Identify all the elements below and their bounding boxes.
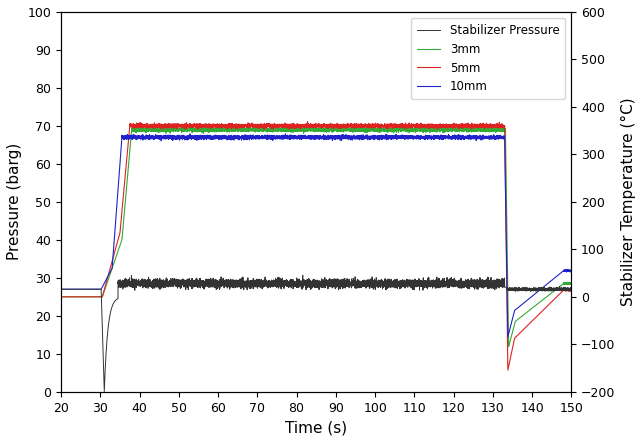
3mm [83,294,91,300]
Stabilizer Pressure [83,286,91,292]
Stabilizer Pressure [463,280,471,286]
Stabilizer Pressure [359,279,367,284]
10mm [435,134,443,140]
Legend: Stabilizer Pressure, 3mm, 5mm, 10mm: Stabilizer Pressure, 3mm, 5mm, 10mm [411,18,565,99]
3mm [400,124,408,129]
10mm [57,286,65,292]
10mm [359,132,367,137]
3mm [435,126,443,131]
Line: 5mm: 5mm [61,122,572,370]
5mm [504,367,512,373]
10mm [381,134,389,139]
10mm [282,131,289,137]
5mm [435,123,443,129]
Stabilizer Pressure [57,286,65,292]
Line: 3mm: 3mm [61,126,572,347]
10mm [463,134,471,140]
5mm [303,119,311,124]
10mm [504,334,512,339]
5mm [568,287,575,293]
3mm [242,126,249,132]
10mm [568,268,575,273]
Y-axis label: Pressure (barg): Pressure (barg) [7,143,22,260]
5mm [242,123,249,129]
Stabilizer Pressure [242,285,249,290]
3mm [359,126,367,132]
5mm [57,294,65,300]
Line: 10mm: 10mm [61,134,572,337]
5mm [83,294,91,300]
Stabilizer Pressure [381,280,389,286]
Line: Stabilizer Pressure: Stabilizer Pressure [61,275,572,392]
Stabilizer Pressure [568,286,575,291]
3mm [568,282,575,287]
Stabilizer Pressure [436,280,444,286]
3mm [505,344,512,349]
X-axis label: Time (s): Time (s) [285,420,347,435]
5mm [359,123,367,129]
5mm [381,125,389,130]
5mm [463,124,471,129]
3mm [381,126,389,131]
Stabilizer Pressure [100,389,108,394]
10mm [242,132,249,137]
3mm [463,128,471,133]
Stabilizer Pressure [299,273,307,278]
3mm [57,294,65,300]
10mm [83,286,91,292]
Y-axis label: Stabilizer Temperature (°C): Stabilizer Temperature (°C) [621,98,636,306]
